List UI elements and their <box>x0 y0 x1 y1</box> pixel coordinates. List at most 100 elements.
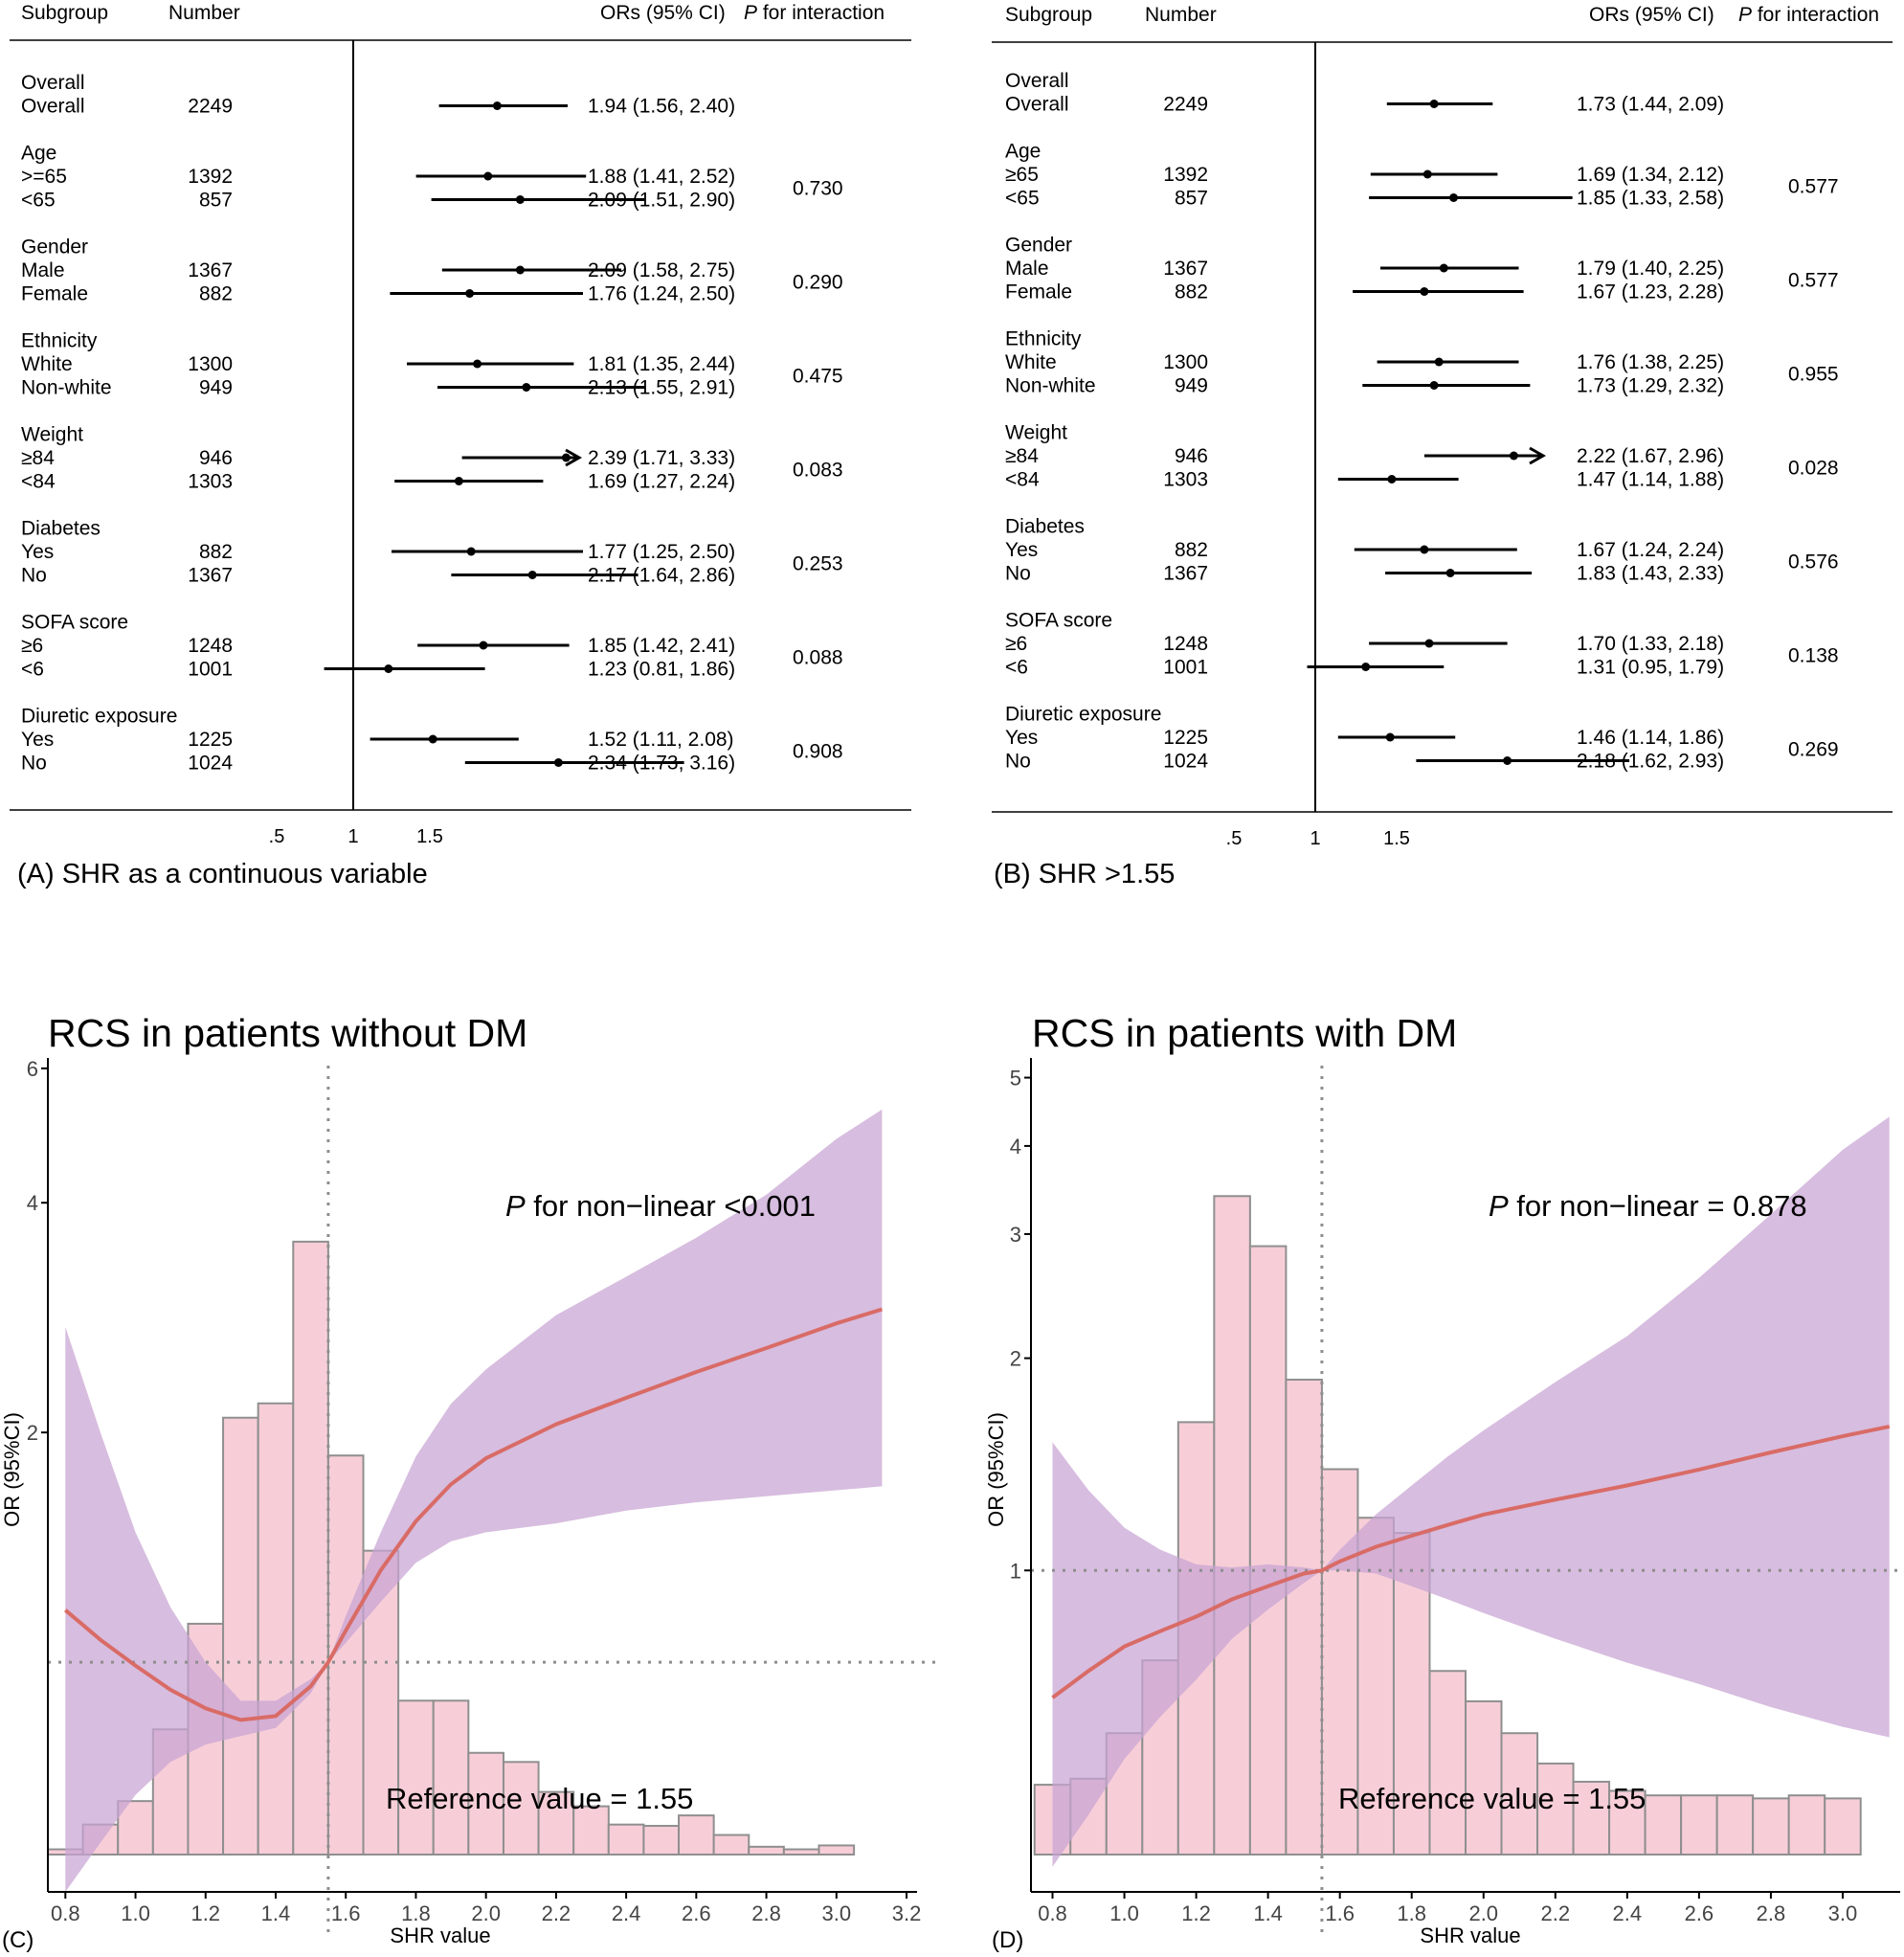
row-number: 946 <box>199 447 233 469</box>
histogram-bar <box>607 1823 645 1856</box>
row-number: 1367 <box>1163 258 1208 280</box>
row-label: No <box>21 753 47 775</box>
point-estimate <box>1422 169 1432 179</box>
or-curve <box>64 1307 883 1722</box>
ci-arrow <box>565 448 583 467</box>
point-estimate <box>1503 756 1512 765</box>
point-estimate <box>1385 732 1395 742</box>
rcs-plot-c: RCS in patients without DM 2 4 6 0.8 1.0 1.2… <box>0 1011 936 1953</box>
histogram-bar <box>502 1761 540 1856</box>
row-number: 1225 <box>188 729 233 751</box>
axis-tick-label: .5 <box>269 826 285 847</box>
row-label: Yes <box>21 729 54 751</box>
x-axis-label: SHR value <box>1420 1923 1520 1947</box>
group-heading: Age <box>1005 141 1041 163</box>
group-heading: Diuretic exposure <box>1005 704 1161 726</box>
group-heading: Diabetes <box>21 518 101 540</box>
header-number: Number <box>168 2 240 24</box>
group-heading: Diuretic exposure <box>21 706 177 728</box>
histogram-bar <box>1500 1732 1539 1856</box>
axis-tick-label: 1 <box>347 826 358 847</box>
point-estimate <box>1429 381 1439 390</box>
group-heading: Diabetes <box>1005 516 1085 538</box>
confidence-band <box>1052 1116 1890 1867</box>
p-nonlinear-annotation: P for non−linear <0.001 <box>505 1189 816 1223</box>
header-or: ORs (95% CI) <box>600 2 726 24</box>
row-number: 1303 <box>1163 469 1208 491</box>
row-number: 1392 <box>1163 164 1208 186</box>
point-estimate <box>1361 663 1371 671</box>
row-or-text: 1.73 (1.29, 2.32) <box>1577 375 1724 397</box>
row-number: 1024 <box>1163 751 1208 773</box>
row-number: 1248 <box>1163 633 1208 655</box>
histogram-bar <box>397 1699 435 1856</box>
rcs-title: RCS in patients without DM <box>48 1011 527 1055</box>
row-number: 949 <box>199 377 233 399</box>
x-tick-label: 1.6 <box>1325 1901 1355 1925</box>
row-label: Yes <box>1005 539 1038 561</box>
group-heading: SOFA score <box>1005 610 1112 632</box>
x-tick-label: 1.8 <box>401 1901 431 1925</box>
header-subgroup: Subgroup <box>1005 4 1092 26</box>
y-ticks: 1 2 3 4 5 <box>1010 1067 1031 1583</box>
row-or-text: 1.47 (1.14, 1.88) <box>1577 469 1724 491</box>
row-or-text: 1.31 (0.95, 1.79) <box>1577 657 1724 679</box>
row-label: Overall <box>21 96 85 118</box>
p-italic: P <box>1489 1189 1509 1223</box>
p-interaction-value: 0.083 <box>793 459 843 481</box>
reference-annotation: Reference value = 1.55 <box>386 1782 693 1815</box>
x-tick-label: 3.2 <box>892 1901 922 1925</box>
row-or-text: 1.23 (0.81, 1.86) <box>588 659 735 681</box>
axis-tick-label: 1.5 <box>416 826 443 847</box>
row-or-text: 1.76 (1.38, 2.25) <box>1577 351 1724 373</box>
x-tick-label: 2.8 <box>1757 1901 1786 1925</box>
p-interaction-value: 0.577 <box>1788 175 1839 197</box>
point-estimate <box>1424 639 1434 648</box>
p-interaction-value: 0.290 <box>793 271 843 293</box>
row-label: White <box>21 353 73 375</box>
panel-caption-b: (B) SHR >1.55 <box>994 859 1175 889</box>
row-or-text: 1.94 (1.56, 2.40) <box>588 96 735 118</box>
row-or-text: 1.79 (1.40, 2.25) <box>1577 258 1724 280</box>
x-tick-label: 1.0 <box>121 1901 150 1925</box>
row-label: <65 <box>21 190 56 212</box>
point-estimate <box>479 641 488 650</box>
x-tick-label: 2.0 <box>1468 1901 1498 1925</box>
row-or-text: 2.18 (1.62, 2.93) <box>1577 751 1724 773</box>
row-label: Yes <box>1005 727 1038 749</box>
group-heading: Gender <box>21 236 88 259</box>
row-number: 857 <box>199 190 233 212</box>
histogram-bar <box>1285 1379 1323 1856</box>
row-number: 1303 <box>188 471 233 493</box>
histogram-bar <box>1428 1670 1467 1856</box>
point-estimate <box>553 758 563 767</box>
x-tick-label: 1.6 <box>331 1901 361 1925</box>
x-tick-label: 2.0 <box>471 1901 501 1925</box>
histogram <box>47 1240 856 1856</box>
histogram-bar <box>748 1845 785 1856</box>
point-estimate <box>454 477 463 485</box>
row-number: 882 <box>1175 539 1208 561</box>
row-number: 1367 <box>1163 563 1208 585</box>
row-number: 2249 <box>1163 94 1208 116</box>
x-tick-label: 1.4 <box>261 1901 291 1925</box>
reference-annotation: Reference value = 1.55 <box>1338 1782 1646 1815</box>
row-number: 882 <box>1175 281 1208 304</box>
y-tick-label: 6 <box>27 1057 38 1081</box>
group-heading: Weight <box>1005 422 1067 444</box>
row-label: ≥84 <box>1005 445 1039 467</box>
group-heading: Gender <box>1005 235 1072 257</box>
x-tick-label: 2.2 <box>542 1901 571 1925</box>
row-number: 1300 <box>1163 351 1208 373</box>
histogram-bar <box>1465 1699 1503 1856</box>
point-estimate <box>1420 287 1429 296</box>
x-tick-label: 2.4 <box>1613 1901 1643 1925</box>
ci-arrow <box>1529 446 1547 465</box>
y-ticks: 2 4 6 <box>27 1057 48 1445</box>
row-number: 1248 <box>188 635 233 657</box>
row-number: 882 <box>199 541 233 563</box>
header-p-rest: for interaction <box>757 2 885 24</box>
row-label: <6 <box>1005 657 1028 679</box>
row-or-text: 1.77 (1.25, 2.50) <box>588 541 735 563</box>
row-or-text: 1.83 (1.43, 2.33) <box>1577 563 1724 585</box>
